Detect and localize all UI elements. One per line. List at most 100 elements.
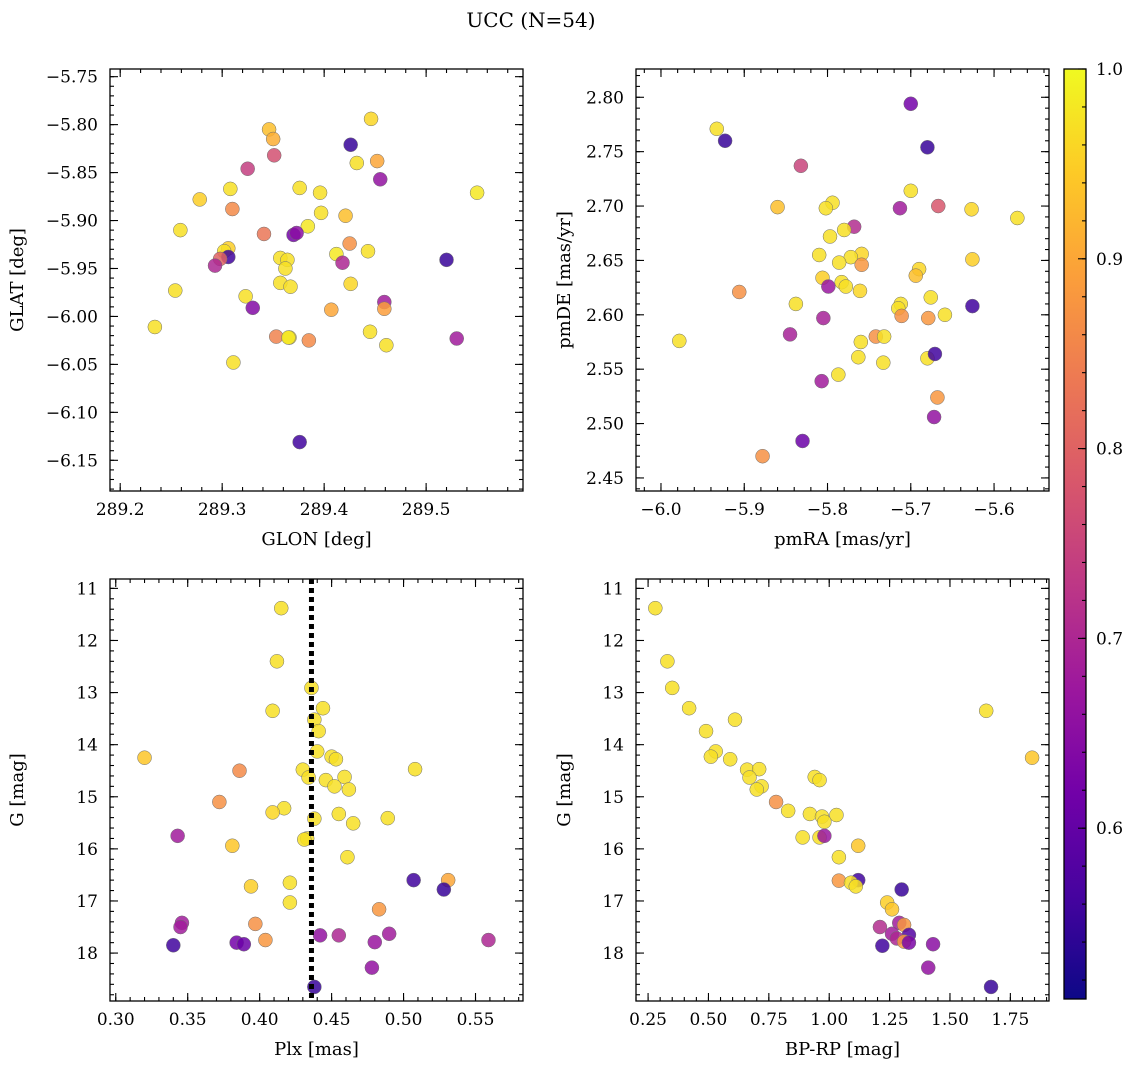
scatter-point <box>343 276 358 292</box>
scatter-point <box>1024 750 1040 765</box>
y-tick-label: 2.50 <box>586 415 624 435</box>
scatter-point <box>238 289 253 304</box>
colorbar: 0.6 0.7 0.8 0.9 1.0 <box>1063 60 1123 1000</box>
scatter-point <box>282 875 298 890</box>
y-tick-label: 2.45 <box>586 469 624 489</box>
scatter-point <box>371 902 387 917</box>
y-tick-label: 13 <box>602 684 624 704</box>
scatter-point <box>930 390 945 405</box>
scatter-point <box>381 926 397 942</box>
scatter-point <box>872 919 888 935</box>
scatter-point <box>732 284 747 300</box>
scatter-point <box>681 700 697 716</box>
x-axis-label-glon: GLON [deg] <box>261 529 371 550</box>
scatter-point <box>343 137 358 153</box>
scatter-points <box>672 96 1025 464</box>
scatter-point <box>788 296 804 312</box>
scatter-point <box>225 838 240 853</box>
scatter-point <box>363 111 379 127</box>
colorbar-tick-label: 1.0 <box>1096 60 1123 80</box>
scatter-point <box>311 723 326 739</box>
x-tick-label: −5.9 <box>724 500 765 520</box>
scatter-point <box>817 828 832 844</box>
scatter-point <box>289 225 304 241</box>
colorbar-tick-label: 0.8 <box>1096 440 1123 460</box>
scatter-point <box>782 327 798 342</box>
scatter-point <box>703 749 719 764</box>
scatter-point <box>243 879 259 894</box>
scatter-point <box>854 257 869 273</box>
y-tick-label: 13 <box>76 684 98 704</box>
scatter-point <box>173 919 188 935</box>
colorbar-frame <box>1063 68 1087 1000</box>
colorbar-gradient <box>1064 69 1086 999</box>
x-tick-label: 0.30 <box>97 1010 135 1030</box>
scatter-point <box>469 185 485 200</box>
scatter-point <box>192 192 207 207</box>
scatter-point <box>367 934 383 950</box>
y-tick-label: −6.15 <box>46 451 98 471</box>
scatter-point <box>407 761 423 777</box>
x-tick-label: 0.40 <box>241 1010 279 1030</box>
scatter-point <box>449 331 464 346</box>
scatter-point <box>225 201 240 217</box>
scatter-point <box>722 752 738 767</box>
scatter-point <box>672 333 687 349</box>
y-tick-label: −6.10 <box>46 403 98 423</box>
y-tick-label: 2.75 <box>586 143 624 163</box>
scatter-point <box>377 301 392 317</box>
y-axis-label-glat: GLAT [deg] <box>7 228 28 332</box>
plot-frame <box>635 578 1050 1002</box>
scatter-point <box>742 770 757 785</box>
scatter-point <box>292 180 307 196</box>
y-tick-label: 18 <box>76 944 98 964</box>
scatter-point <box>875 938 890 954</box>
scatter-point <box>901 935 917 950</box>
scatter-point <box>780 803 796 819</box>
plot-frame <box>109 578 524 1002</box>
scatter-point <box>821 279 836 294</box>
scatter-point <box>751 761 767 777</box>
y-axis-label-g: G [mag] <box>7 753 28 826</box>
scatter-point <box>226 355 241 370</box>
scatter-point <box>256 226 272 242</box>
scatter-point <box>768 794 784 810</box>
scatter-point <box>664 680 680 696</box>
y-tick-label: 14 <box>602 736 624 756</box>
scatter-point <box>802 806 818 822</box>
scatter-point <box>265 805 280 820</box>
scatter-point <box>223 181 238 197</box>
scatter-point <box>921 310 936 326</box>
scatter-point <box>920 140 935 155</box>
x-tick-label: −6.0 <box>640 500 681 520</box>
scatter-point <box>369 153 385 169</box>
y-tick-label: −6.00 <box>46 307 98 327</box>
x-tick-label: 289.5 <box>402 500 451 520</box>
scatter-point <box>931 198 946 214</box>
panel-glon-glat: 289.2 289.3 289.4 289.5 −5.75 −5.80 −5.85 −5.90… <box>7 68 524 550</box>
scatter-point <box>717 133 733 149</box>
scatter-point <box>436 882 452 897</box>
scatter-point <box>817 814 832 830</box>
scatter-point <box>324 302 339 317</box>
x-axis-label-bp-rp: BP-RP [mag] <box>785 1039 900 1060</box>
scatter-point <box>266 148 282 163</box>
x-tick-label: 0.25 <box>629 1010 667 1030</box>
scatter-point <box>331 928 347 943</box>
scatter-point <box>749 782 765 797</box>
y-tick-label: 16 <box>602 840 624 860</box>
scatter-point <box>307 979 322 995</box>
y-axis-label-g: G [mag] <box>554 753 575 826</box>
scatter-point <box>822 229 838 244</box>
scatter-point <box>342 236 357 251</box>
scatter-point <box>818 200 834 216</box>
scatter-point <box>660 654 675 669</box>
scatter-point <box>338 208 353 223</box>
scatter-point <box>978 703 994 719</box>
scatter-point <box>341 782 357 797</box>
scatter-point <box>248 916 263 932</box>
scatter-point <box>892 200 908 216</box>
scatter-point <box>852 283 868 299</box>
x-tick-label: 0.75 <box>750 1010 788 1030</box>
panel-pmra-pmde: −6.0 −5.9 −5.8 −5.7 −5.6 2.45 2.50 2.55 2.60 2.65… <box>554 68 1050 550</box>
